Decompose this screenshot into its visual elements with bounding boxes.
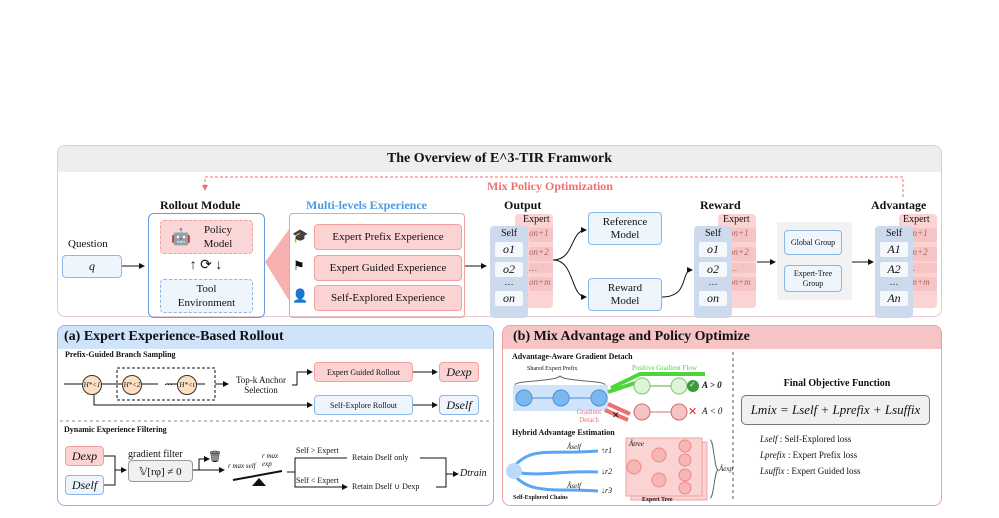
a-positive: A > 0 [702,380,722,390]
reward-r1: ↑r1 [601,446,613,455]
expert-guided-rollout: Expert Guided Rollout [314,362,413,382]
reward-title: Reward [700,198,741,212]
reward-r2: ↓r2 [601,467,613,476]
mix-policy-label: Mix Policy Optimization [487,179,613,193]
output-title: Output [504,198,542,212]
cond-self-less: Self < Expert [296,476,339,485]
question-label: Question [68,238,108,250]
a-self-label: Âself [567,482,581,490]
experience-item: Expert Prefix Experience [314,224,462,250]
reward-model: Reward Model [588,278,662,311]
loss-list: Lself : Self-Explored loss Lprefix : Exp… [760,431,861,479]
experience-item: Self-Explored Experience [314,285,462,311]
cycle-icon: ↑ ⟳ ↓ [189,258,223,273]
a-tree-label: Âtree [629,440,644,448]
r-self: r max self [228,462,256,470]
user-search-icon: 👤 [292,288,309,303]
graduation-cap-icon: 🎓 [292,228,309,243]
retain-union: Retain Dself ∪ Dexp [352,482,420,491]
d-exp: Dexp [439,362,479,382]
objective-title: Final Objective Function [783,378,891,389]
advantage-title: Advantage [871,198,927,212]
a-self-label: Âself [567,443,581,451]
loss-item: Lsuffix : Expert Guided loss [760,466,861,476]
signpost-icon: ⚑ [293,258,305,273]
objective-formula: Lmix = Lself + Lprefix + Lsuffix [741,395,930,425]
panel-b: (b) Mix Advantage and Policy Optimize [502,325,942,506]
experience-title: Multi-levels Experience [306,198,427,212]
tool-environment: Tool Environment [160,279,253,313]
panel-a-title: (a) Expert Experience-Based Rollout [58,326,493,349]
reward-r3: ↓r3 [601,486,613,495]
node: H*<2 [122,375,142,395]
d-train: Dtrain [460,468,487,479]
experience-item: Expert Guided Experience [314,255,462,281]
self-explore-rollout: Self-Explore Rollout [314,395,413,415]
advantage-self-column: Self A1 A2 … An [875,226,913,318]
policy-model: 🤖 Policy Model [160,220,253,254]
hybrid-advantage-title: Hybrid Advantage Estimation [512,428,615,437]
panel-b-title: (b) Mix Advantage and Policy Optimize [503,326,941,349]
question-box: q [62,255,122,278]
robot-icon: 🤖 [171,229,191,246]
gradient-filter: 𝕍[rφ] ≠ 0 [128,460,193,482]
check-icon: ✓ [689,380,696,389]
prefix-sampling-title: Prefix-Guided Branch Sampling [65,350,176,359]
global-group: Global Group [784,230,842,255]
tree-label: Expert Tree [642,497,673,503]
anchor-selection: Top-k Anchor Selection [235,375,287,395]
gradient-filter-label: gradient filter [128,449,183,460]
d-exp-input: Dexp [65,446,104,466]
overview-panel: The Overview of E^3-TIR Framwork [57,145,942,317]
reward-self-column: Self o1 o2 … on [694,226,732,318]
loss-item: Lself : Self-Explored loss [760,434,852,444]
a-exp-label: Âexp [719,465,733,473]
r-exp: r max exp [262,452,279,468]
expert-tree-group: Expert-Tree Group [784,265,842,292]
filtering-title: Dynamic Experience Filtering [64,425,167,434]
rollout-title: Rollout Module [160,198,241,212]
reference-model: Reference Model [588,212,662,245]
retain-self: Retain Dself only [352,453,409,462]
page-title: The Overview of E^3-TIR Framwork [58,146,941,172]
node: H*<1 [82,375,102,395]
output-self-column: Self o1 o2 … on [490,226,528,318]
node: H*<t [177,375,197,395]
detach-x-icon: ✕ [612,410,620,420]
chains-label: Self-Explored Chains [513,495,568,501]
d-self-input: Dself [65,475,104,495]
a-negative: A < 0 [702,406,723,416]
gradient-detach-label: Gradient Detach [576,408,602,424]
cond-self-greater: Self > Expert [296,446,339,455]
loss-item: Lprefix : Expert Prefix loss [760,450,858,460]
positive-flow-label: Positive Gradient Flow [632,364,697,372]
trash-icon: 🗑 [208,451,222,463]
experience-box [289,213,465,318]
cross-icon: ✕ [688,406,698,418]
gradient-detach-title: Advantage-Aware Gradient Detach [512,352,633,361]
ellipsis: … [164,377,173,387]
d-self: Dself [439,395,479,415]
shared-prefix-label: Shared Expert Prefix [527,366,578,372]
rollout-module [148,213,265,318]
panel-a: (a) Expert Experience-Based Rollout [57,325,494,506]
